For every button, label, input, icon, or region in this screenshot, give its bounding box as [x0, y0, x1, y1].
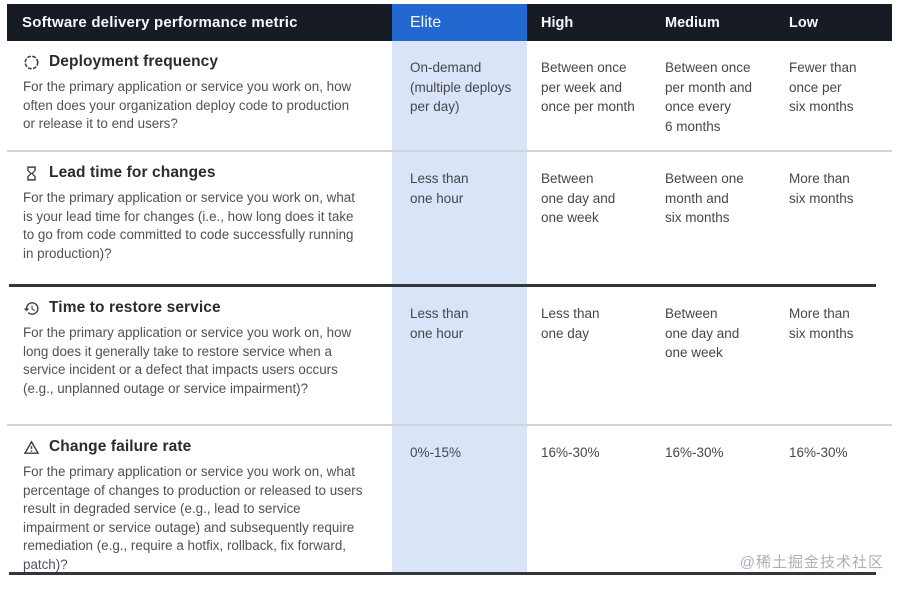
metric-title: Time to restore service — [49, 299, 221, 316]
high-column-header: High — [541, 14, 574, 31]
metric-column-header: Software delivery performance metric — [22, 14, 298, 31]
high-value-cell: Less than one day — [541, 306, 600, 341]
metric-description: For the primary application or service y… — [23, 325, 352, 396]
elite-value-cell: Less than one hour — [392, 152, 527, 287]
elite-column-label: Elite — [410, 13, 442, 31]
high-value-cell: Between once per week and once per month — [541, 60, 635, 115]
watermark: @稀土掘金技术社区 — [739, 554, 884, 571]
metric-title: Lead time for changes — [49, 164, 216, 181]
performance-metrics-table: Software delivery performance metric Eli… — [7, 4, 892, 575]
metric-title: Deployment frequency — [49, 53, 219, 70]
table-row: Time to restore service For the primary … — [7, 287, 892, 426]
metric-cell-time-to-restore: Time to restore service For the primary … — [7, 287, 392, 424]
table-row: Deployment frequency For the primary app… — [7, 41, 892, 152]
high-value-cell: 16%-30% — [541, 445, 600, 460]
metric-description: For the primary application or service y… — [23, 79, 352, 131]
medium-value-cell: Between one day and one week — [665, 306, 740, 361]
elite-value-cell: On-demand (multiple deploys per day) — [392, 41, 527, 150]
metric-cell-deployment-frequency: Deployment frequency For the primary app… — [7, 41, 392, 150]
restore-clock-icon — [23, 301, 39, 315]
elite-value-cell: Less than one hour — [392, 287, 527, 424]
metric-title: Change failure rate — [49, 438, 192, 455]
low-column-header: Low — [789, 14, 818, 31]
table-row: Lead time for changes For the primary ap… — [7, 152, 892, 287]
low-value-cell: More than six months — [789, 306, 854, 341]
metric-description: For the primary application or service y… — [23, 190, 355, 261]
medium-value-cell: Between once per month and once every 6 … — [665, 60, 753, 134]
metric-cell-change-failure-rate: Change failure rate For the primary appl… — [7, 426, 392, 575]
high-value-cell: Between one day and one week — [541, 171, 616, 226]
elite-value-cell: 0%-15% — [392, 426, 527, 575]
elite-column-header: Elite — [392, 4, 527, 41]
metric-description: For the primary application or service y… — [23, 464, 363, 572]
table-header-row: Software delivery performance metric Eli… — [7, 4, 892, 41]
warning-icon — [23, 439, 40, 454]
hourglass-icon — [27, 165, 36, 181]
metric-cell-lead-time: Lead time for changes For the primary ap… — [7, 152, 392, 287]
medium-column-header: Medium — [665, 14, 720, 31]
medium-value-cell: Between one month and six months — [665, 171, 744, 226]
medium-value-cell: 16%-30% — [665, 445, 724, 460]
table-row: Change failure rate For the primary appl… — [7, 426, 892, 575]
low-value-cell: More than six months — [789, 171, 854, 206]
low-value-cell: 16%-30% — [789, 445, 848, 460]
deployment-frequency-icon — [24, 54, 39, 70]
low-value-cell: Fewer than once per six months — [789, 60, 857, 115]
